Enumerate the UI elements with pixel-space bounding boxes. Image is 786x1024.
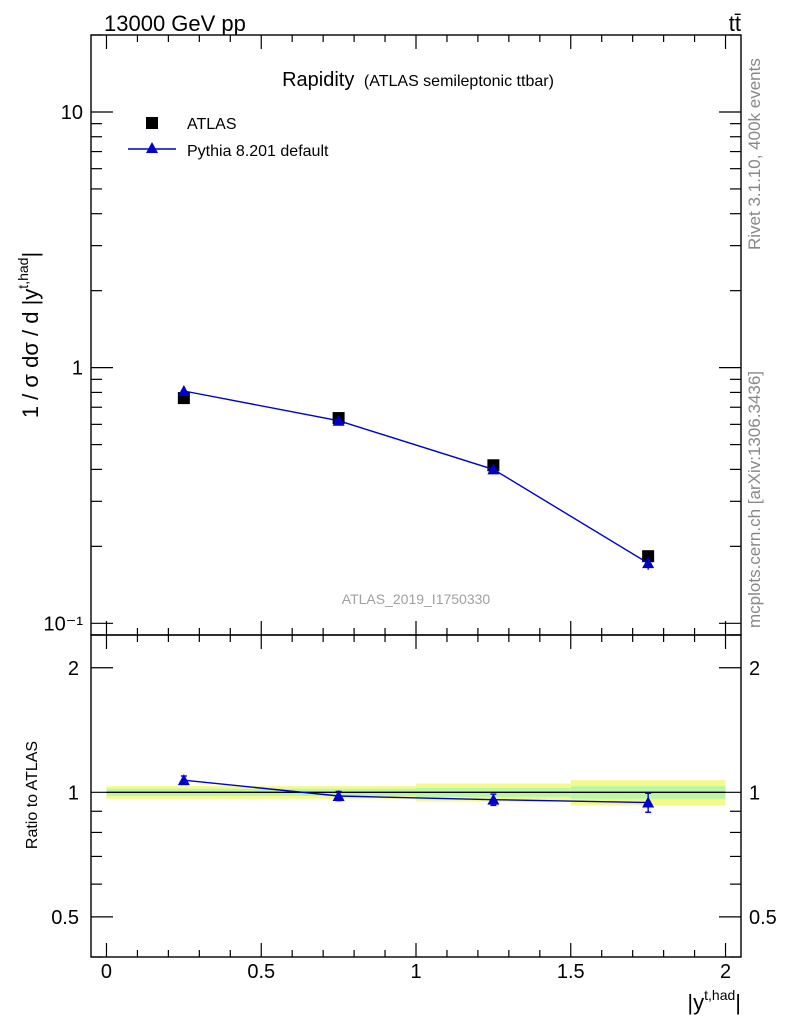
main-ylabel-sup: t,had: [15, 258, 31, 289]
main-ytick-label: 10⁻¹: [44, 613, 84, 635]
ratio-ytick-label-right: 0.5: [749, 907, 777, 929]
process-label: tt̄: [729, 11, 741, 36]
svg-text:|yt,had|: |yt,had|: [687, 987, 741, 1015]
rivet-label: Rivet 3.1.10, 400k events: [745, 58, 764, 250]
main-ytick-label: 10: [61, 102, 83, 124]
source-label: mcplots.cern.ch [arXiv:1306.3436]: [745, 371, 764, 628]
xtick-label: 0: [101, 961, 112, 983]
pythia-point: [642, 557, 655, 569]
ratio-pythia-point: [177, 774, 190, 786]
ratio-ytick-label-right: 2: [749, 658, 760, 680]
xlabel-text: |y: [687, 990, 704, 1015]
main-ylabel-end: |: [18, 252, 43, 258]
main-ylabel: 1 / σ dσ / d |yt,had|: [15, 252, 43, 418]
legend-pythia-marker: [146, 142, 158, 153]
ratio-pythia-line: [183, 779, 649, 804]
pythia-point: [487, 463, 500, 475]
ratio-marks: [177, 774, 655, 813]
chart-title-main: Rapidity: [282, 69, 354, 91]
pythia-point: [177, 385, 190, 397]
legend-pythia-label: Pythia 8.201 default: [187, 143, 329, 160]
xlabel: |yt,had|: [687, 987, 741, 1015]
legend: ATLAS Pythia 8.201 default: [128, 116, 329, 160]
main-ticks: 10⁻¹ 1 10: [44, 34, 741, 636]
main-marks: [177, 385, 655, 570]
xlabel-sup: t,had: [704, 987, 735, 1003]
pythia-point: [332, 414, 345, 426]
chart-title: Rapidity (ATLAS semileptonic ttbar): [282, 69, 554, 91]
ratio-pythia-point: [487, 793, 500, 805]
energy-label: 13000 GeV pp: [104, 11, 246, 36]
ratio-ytick-label-left: 2: [68, 658, 79, 680]
legend-atlas-marker: [146, 117, 158, 129]
main-ytick-label: 1: [72, 358, 83, 380]
ratio-pythia-point: [332, 789, 345, 801]
ratio-ytick-label-right: 1: [749, 782, 760, 804]
xtick-label: 2: [720, 961, 731, 983]
legend-atlas-label: ATLAS: [187, 116, 237, 133]
atlas-point: [642, 550, 655, 563]
svg-text:1 / σ dσ / d |yt,had|: 1 / σ dσ / d |yt,had|: [15, 252, 43, 418]
xtick-label: 1: [410, 961, 421, 983]
ratio-ytick-label-left: 1: [68, 782, 79, 804]
pythia-line: [183, 390, 649, 564]
ratio-ylabel: Ratio to ATLAS: [24, 741, 41, 849]
ratio-ticks: 0.5 0.5 1 1 2 2 0 0.5 1 1.5 2: [51, 635, 777, 983]
ratio-pythia-point: [642, 796, 655, 808]
ratio-ytick-label-left: 0.5: [51, 907, 79, 929]
xtick-label: 0.5: [247, 961, 275, 983]
xlabel-end: |: [735, 990, 741, 1015]
xtick-label: 1.5: [557, 961, 585, 983]
chart-title-sub: (ATLAS semileptonic ttbar): [364, 73, 554, 90]
main-ylabel-text: 1 / σ dσ / d |y: [18, 289, 43, 418]
watermark-label: ATLAS_2019_I1750330: [342, 591, 491, 607]
